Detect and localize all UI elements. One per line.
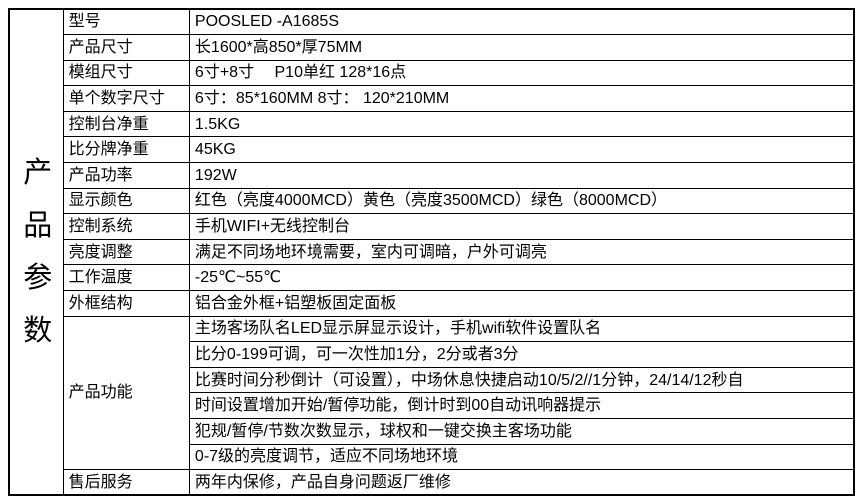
spec-label-module-size: 模组尺寸 (62, 59, 190, 87)
table-row: 比分牌净重 45KG (9, 136, 855, 164)
table-row: 比分0-199可调，可一次性加1分，2分或者3分 (9, 341, 855, 368)
spec-label-frame-structure: 外框结构 (62, 290, 190, 317)
table-row: 产品功率 192W (9, 162, 855, 189)
spec-value-model: POOSLED -A1685S (188, 8, 855, 36)
vertical-header-char: 品 (23, 209, 53, 242)
spec-value-power: 192W (188, 162, 855, 189)
spec-value-display-color: 红色（亮度4000MCD）黄色（亮度3500MCD）绿色（8000MCD） (188, 187, 855, 215)
table-row: 外框结构 铝合金外框+铝塑板固定面板 (9, 290, 855, 317)
spec-label-model: 型号 (62, 8, 190, 36)
spec-label-console-weight: 控制台净重 (62, 110, 190, 138)
spec-label-product-size: 产品尺寸 (62, 34, 190, 61)
spec-value-module-size: 6寸+8寸 P10单红 128*16点 (188, 59, 855, 87)
spec-label-after-sales: 售后服务 (62, 469, 190, 496)
vertical-header-product-params: 产 品 参 数 (15, 158, 61, 346)
spec-value-function-3: 比赛时间分秒倒计（可设置），中场休息快捷启动10/5/2//1分钟，24/14/… (188, 366, 855, 394)
spec-value-function-6: 0-7级的亮度调节，适应不同场地环境 (188, 443, 855, 471)
table-row: 犯规/暂停/节数次数显示，球权和一键交换主客场功能 (9, 418, 855, 445)
spec-label-control-system: 控制系统 (62, 213, 190, 240)
table-row: 模组尺寸 6寸+8寸 P10单红 128*16点 (9, 59, 855, 87)
table-row: 比赛时间分秒倒计（可设置），中场休息快捷启动10/5/2//1分钟，24/14/… (9, 366, 855, 394)
spec-value-function-1: 主场客场队名LED显示屏显示设计，手机wifi软件设置队名 (188, 315, 855, 343)
spec-value-function-2: 比分0-199可调，可一次性加1分，2分或者3分 (188, 341, 855, 368)
vertical-header-char: 参 (23, 262, 53, 295)
spec-value-console-weight: 1.5KG (188, 110, 855, 138)
spec-label-brightness-adjust: 亮度调整 (62, 238, 190, 266)
spec-label-power: 产品功率 (62, 162, 190, 189)
vertical-header-cell: 产 品 参 数 (8, 8, 64, 496)
spec-value-control-system: 手机WIFI+无线控制台 (188, 213, 855, 240)
spec-value-digit-size: 6寸：85*160MM 8寸： 120*210MM (188, 85, 855, 112)
spec-label-scoreboard-weight: 比分牌净重 (62, 136, 190, 164)
vertical-header-char: 数 (23, 314, 53, 347)
spec-value-function-5: 犯规/暂停/节数次数显示，球权和一键交换主客场功能 (188, 418, 855, 445)
spec-label-digit-size: 单个数字尺寸 (62, 85, 190, 112)
spec-value-working-temp: -25℃~55℃ (188, 264, 855, 292)
spec-label-display-color: 显示颜色 (62, 187, 190, 215)
spec-value-scoreboard-weight: 45KG (188, 136, 855, 164)
table-row: 0-7级的亮度调节，适应不同场地环境 (9, 443, 855, 471)
table-row: 单个数字尺寸 6寸：85*160MM 8寸： 120*210MM (9, 85, 855, 112)
table-row: 产品功能 主场客场队名LED显示屏显示设计，手机wifi软件设置队名 (9, 315, 855, 471)
spec-label-product-functions: 产品功能 (62, 315, 190, 471)
spec-value-function-4: 时间设置增加开始/暂停功能，倒计时到00自动讯响器提示 (188, 392, 855, 419)
table-row: 售后服务 两年内保修，产品自身问题返厂维修 (9, 469, 855, 496)
spec-value-brightness-adjust: 满足不同场地环境需要，室内可调暗，户外可调亮 (188, 238, 855, 266)
spec-value-frame-structure: 铝合金外框+铝塑板固定面板 (188, 290, 855, 317)
table-row: 工作温度 -25℃~55℃ (9, 264, 855, 292)
table-row: 产 品 参 数 型号 POOSLED -A1685S (8, 8, 855, 496)
product-spec-table: 产 品 参 数 型号 POOSLED -A1685S 产品尺寸 长1600*高8… (8, 8, 855, 497)
table-row: 控制系统 手机WIFI+无线控制台 (9, 213, 855, 240)
spec-value-after-sales: 两年内保修，产品自身问题返厂维修 (188, 469, 855, 496)
spec-value-product-size: 长1600*高850*厚75MM (188, 34, 855, 61)
table-row: 显示颜色 红色（亮度4000MCD）黄色（亮度3500MCD）绿色（8000MC… (9, 187, 855, 215)
spec-label-working-temp: 工作温度 (62, 264, 190, 292)
table-row: 控制台净重 1.5KG (9, 110, 855, 138)
table-row: 亮度调整 满足不同场地环境需要，室内可调暗，户外可调亮 (9, 238, 855, 266)
table-row: 产品尺寸 长1600*高850*厚75MM (9, 34, 855, 61)
vertical-header-char: 产 (23, 157, 53, 190)
